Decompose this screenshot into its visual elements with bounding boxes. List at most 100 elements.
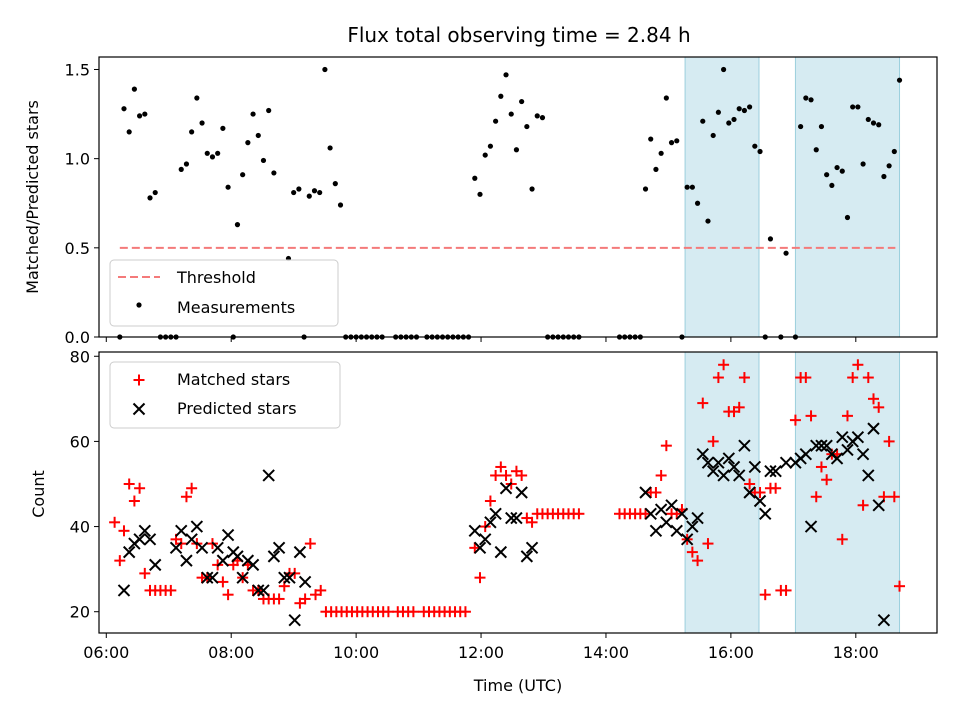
marker-stroke	[211, 541, 224, 555]
matched-stars-point	[718, 359, 730, 371]
predicted-stars-point	[510, 511, 523, 525]
measurement-point	[493, 118, 499, 124]
matched-stars-point	[495, 461, 507, 473]
matched-stars-point	[180, 491, 192, 503]
measurement-point	[726, 120, 732, 126]
shaded-interval	[684, 56, 760, 338]
measurement-point	[296, 186, 302, 192]
predicted-stars-point	[499, 482, 513, 495]
matched-stars-point	[815, 461, 827, 473]
predicted-stars-point	[856, 447, 870, 461]
marker-stroke	[799, 447, 813, 461]
marker-stroke	[494, 545, 508, 559]
marker-stroke	[246, 558, 260, 572]
marker-stroke	[759, 507, 772, 520]
bottom-y-axis-label: Count	[29, 470, 48, 518]
matched-stars-point	[738, 372, 750, 384]
predicted-stars-point	[473, 541, 487, 555]
marker-stroke	[293, 545, 307, 559]
predicted-stars-point	[748, 460, 762, 474]
predicted-stars-point	[185, 533, 198, 546]
marker-stroke	[743, 486, 756, 499]
matched-stars-point	[573, 508, 585, 520]
measurement-point	[498, 93, 504, 99]
measurement-point	[870, 120, 877, 126]
matched-stars-point	[660, 440, 672, 452]
marker-stroke	[830, 452, 844, 465]
matched-stars-point	[484, 495, 496, 507]
x-tick-label: 08:00	[208, 643, 254, 662]
measurement-point	[152, 189, 158, 196]
measurement-point	[689, 184, 695, 190]
x-tick-label: 06:00	[83, 643, 129, 662]
measurement-point	[183, 161, 190, 167]
measurement-point	[865, 116, 871, 123]
predicted-stars-point	[675, 507, 689, 520]
measurement-point	[705, 218, 711, 224]
marker-stroke	[267, 550, 281, 563]
matched-stars-point	[759, 589, 771, 601]
legend-threshold-label: Threshold	[176, 268, 256, 287]
measurement-point	[818, 123, 825, 130]
predicted-stars-point	[670, 524, 683, 538]
matched-stars-point	[702, 538, 714, 550]
marker-stroke	[190, 520, 204, 533]
measurement-point	[199, 120, 205, 126]
measurement-point	[834, 164, 840, 171]
predicted-stars-point	[686, 520, 699, 533]
measurement-point	[225, 184, 231, 190]
matched-stars-point	[873, 401, 885, 413]
y-tick-label: 40	[70, 518, 90, 537]
measurement-point	[534, 113, 540, 119]
marker-stroke	[680, 533, 694, 546]
x-tick-label: 10:00	[333, 643, 379, 662]
matched-stars-point	[883, 435, 895, 447]
measurement-point	[783, 250, 789, 256]
marker-stroke	[649, 524, 663, 538]
measurement-point	[271, 170, 277, 176]
marker-stroke	[236, 571, 249, 584]
matched-stars-point	[299, 593, 311, 605]
measurement-point	[487, 143, 494, 149]
marker-stroke	[484, 516, 497, 529]
matched-stars-point	[516, 469, 528, 481]
measurement-point	[178, 166, 184, 172]
marker-stroke	[748, 460, 762, 474]
measurement-point	[684, 184, 690, 190]
legend-measurements-swatch	[136, 302, 142, 308]
predicted-stars-point	[489, 507, 502, 520]
matched-stars-point	[165, 584, 177, 596]
x-tick-label: 12:00	[458, 643, 504, 662]
marker-stroke	[722, 452, 736, 465]
predicted-stars-point	[753, 494, 767, 508]
measurement-point	[240, 172, 246, 178]
matched-stars-point	[754, 487, 766, 498]
measurement-point	[808, 97, 814, 103]
legend-predicted-label: Predicted stars	[177, 399, 297, 418]
marker-stroke	[738, 439, 751, 452]
x-tick-label: 16:00	[708, 643, 754, 662]
marker-stroke	[841, 443, 854, 457]
predicted-stars-point	[867, 422, 880, 435]
marker-stroke	[867, 422, 880, 435]
measurement-point	[896, 77, 903, 83]
predicted-stars-point	[143, 533, 157, 546]
measurement-point	[322, 66, 328, 73]
matched-stars-point	[186, 482, 198, 494]
predicted-stars-point	[738, 439, 751, 452]
matched-stars-point	[733, 401, 745, 413]
measurement-point	[642, 186, 649, 192]
predicted-stars-point	[665, 499, 678, 512]
predicted-stars-point	[520, 550, 534, 563]
predicted-stars-point	[278, 571, 291, 584]
matched-stars-point	[744, 478, 756, 490]
predicted-stars-point	[779, 456, 793, 469]
matched-stars-point	[118, 525, 130, 537]
measurement-point	[194, 95, 200, 101]
matched-stars-point	[862, 372, 874, 384]
predicted-stars-point	[841, 443, 854, 457]
measurement-point	[513, 147, 520, 153]
predicted-stars-point	[283, 571, 296, 584]
measurement-point	[136, 113, 143, 119]
